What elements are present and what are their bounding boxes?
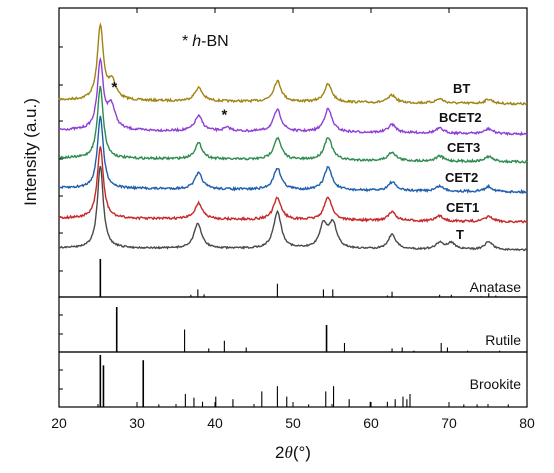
- hbn-marker-2: *: [222, 106, 228, 123]
- series-label-bcet2: BCET2: [439, 110, 482, 125]
- series-line-bt: [58, 22, 528, 106]
- series-label-cet2: CET2: [445, 170, 478, 185]
- x-tick-label-60: 60: [363, 415, 379, 431]
- ref-label-rutile: Rutile: [485, 332, 521, 348]
- x-tick-label-70: 70: [441, 415, 457, 431]
- rutile-panel-frame: [58, 296, 528, 353]
- x-axis-label: 2θ(°): [275, 443, 311, 462]
- series-label-cet1: CET1: [446, 200, 479, 215]
- series-line-cet2: [58, 115, 528, 195]
- hbn-rest: -BN: [201, 33, 229, 50]
- ref-label-anatase: Anatase: [470, 279, 522, 295]
- hbn-annotation: * h-BN: [182, 33, 229, 50]
- brookite-panel-frame: [58, 351, 528, 408]
- x-tick-label-50: 50: [285, 415, 301, 431]
- x-axis-label-suffix: (°): [293, 443, 311, 462]
- y-axis-ticks: [59, 46, 63, 390]
- xrd-patterns: BT BCET2 CET3 CET2 CET1 T * *: [58, 22, 528, 252]
- series-line-t: [58, 165, 528, 252]
- x-tick-label-40: 40: [207, 415, 223, 431]
- hbn-marker-1: *: [111, 79, 117, 96]
- series-line-cet1: [58, 146, 528, 224]
- x-tick-label-30: 30: [129, 415, 145, 431]
- series-line-cet3: [58, 85, 528, 164]
- hbn-star: *: [182, 33, 188, 50]
- series-line-bcet2: [58, 56, 528, 137]
- series-label-cet3: CET3: [447, 140, 480, 155]
- series-label-t: T: [456, 227, 464, 242]
- x-axis-label-prefix: 2: [275, 443, 284, 462]
- ref-label-brookite: Brookite: [470, 376, 522, 392]
- x-tick-label-80: 80: [519, 415, 535, 431]
- x-axis-ticks: 20 30 40 50 60 70 80: [51, 8, 535, 431]
- hbn-italic: h: [192, 33, 201, 50]
- x-axis-label-symbol: θ: [284, 443, 292, 462]
- y-axis-label: Intensity (a.u.): [21, 98, 40, 206]
- reference-patterns: Anatase Rutile Brookite: [99, 259, 522, 407]
- series-label-bt: BT: [453, 81, 470, 96]
- x-tick-label-20: 20: [51, 415, 67, 431]
